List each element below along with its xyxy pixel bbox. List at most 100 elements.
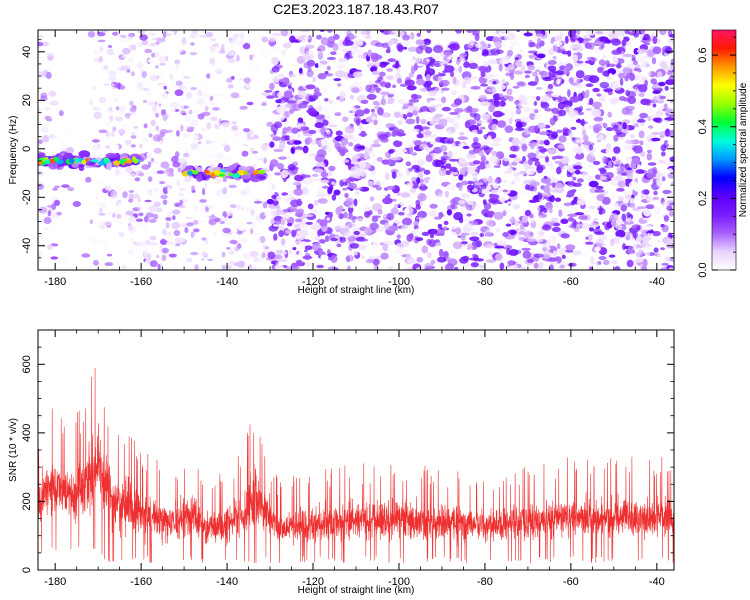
heatmap-cell	[222, 187, 228, 195]
heatmap-cell	[391, 171, 397, 179]
heatmap-cell	[388, 149, 394, 154]
heatmap-cell	[543, 192, 552, 198]
heatmap-cell	[189, 218, 195, 222]
heatmap-cell	[224, 158, 231, 166]
heatmap-cell	[504, 33, 509, 41]
heatmap-cell	[110, 130, 115, 137]
heatmap-cell	[181, 37, 187, 45]
heatmap-cell	[345, 197, 354, 206]
heatmap-cell	[129, 173, 136, 177]
heatmap-cell	[482, 60, 489, 68]
heatmap-cell	[629, 202, 635, 208]
heatmap-cell	[44, 120, 51, 127]
heatmap-cell	[559, 104, 569, 108]
heatmap-cell	[181, 112, 187, 116]
heatmap-cell	[152, 134, 162, 142]
heatmap-cell	[154, 169, 159, 175]
heatmap-cell	[647, 162, 657, 166]
heatmap-cell	[498, 63, 503, 72]
heatmap-cell	[608, 31, 615, 37]
heatmap-cell	[89, 219, 94, 225]
heatmap-cell	[239, 105, 248, 110]
heatmap-cell	[416, 133, 425, 139]
heatmap-cell	[41, 41, 49, 47]
heatmap-cell	[71, 163, 79, 168]
heatmap-cell	[78, 150, 91, 158]
heatmap-cell	[656, 252, 662, 258]
heatmap-cell	[459, 168, 466, 176]
heatmap-cell	[432, 115, 442, 124]
heatmap-cell	[576, 178, 584, 183]
heatmap-cell	[548, 163, 554, 171]
heatmap-cell	[93, 259, 99, 266]
heatmap-cell	[569, 44, 579, 49]
heatmap-cell	[494, 40, 502, 48]
x-tick-label: -160	[130, 276, 152, 288]
heatmap-cell	[460, 241, 468, 245]
heatmap-cell	[49, 133, 54, 139]
heatmap-cell	[584, 206, 593, 212]
heatmap-cell	[307, 203, 314, 210]
heatmap-cell	[357, 244, 367, 251]
spectrogram-y-axis-label: Frequency (Hz)	[8, 116, 19, 185]
heatmap-cell	[236, 139, 242, 145]
heatmap-cell	[205, 230, 211, 238]
heatmap-cell	[236, 54, 240, 62]
heatmap-cell	[598, 59, 606, 66]
heatmap-cell	[535, 87, 543, 90]
heatmap-cell	[186, 128, 194, 133]
heatmap-cell	[127, 33, 134, 40]
heatmap-cell	[647, 125, 654, 129]
heatmap-cell	[543, 185, 551, 194]
heatmap-cell	[585, 108, 592, 111]
heatmap-cell	[432, 45, 444, 54]
heatmap-cell	[616, 31, 626, 36]
heatmap-cell	[38, 183, 45, 190]
heatmap-cell	[39, 235, 44, 240]
heatmap-cell	[262, 201, 268, 209]
heatmap-cell	[467, 243, 473, 248]
snr-background	[38, 330, 674, 570]
heatmap-cell	[581, 171, 590, 179]
heatmap-cell	[228, 38, 232, 41]
heatmap-cell	[446, 183, 458, 192]
heatmap-cell	[342, 182, 348, 186]
heatmap-cell	[275, 99, 282, 104]
heatmap-cell	[485, 219, 496, 227]
heatmap-cell	[46, 52, 54, 57]
heatmap-cell	[280, 48, 287, 56]
heatmap-cell	[168, 131, 177, 136]
heatmap-cell	[492, 136, 502, 143]
heatmap-cell	[455, 116, 461, 120]
heatmap-cell	[50, 212, 59, 219]
heatmap-cell	[440, 228, 445, 237]
heatmap-cell	[594, 231, 605, 236]
heatmap-cell	[422, 38, 432, 46]
heatmap-cell	[642, 258, 648, 267]
heatmap-cell	[454, 266, 459, 270]
y-tick-label: 0	[21, 146, 33, 152]
heatmap-cell	[421, 126, 430, 130]
heatmap-cell	[319, 86, 328, 94]
heatmap-cell	[382, 197, 393, 205]
heatmap-cell	[269, 37, 277, 43]
heatmap-cell	[319, 239, 326, 244]
heatmap-cell	[661, 262, 669, 266]
heatmap-cell	[405, 118, 416, 125]
heatmap-cell	[38, 139, 43, 145]
heatmap-cell	[588, 42, 595, 50]
heatmap-cell	[523, 106, 531, 112]
heatmap-cell	[386, 75, 394, 80]
heatmap-cell	[237, 170, 244, 174]
heatmap-cell	[294, 188, 303, 196]
heatmap-cell	[423, 169, 431, 175]
heatmap-cell	[137, 82, 144, 90]
heatmap-cell	[47, 210, 51, 217]
heatmap-cell	[556, 78, 561, 85]
heatmap-cell	[599, 175, 607, 180]
heatmap-cell	[400, 98, 407, 103]
heatmap-cell	[499, 262, 505, 270]
heatmap-cell	[312, 168, 324, 173]
